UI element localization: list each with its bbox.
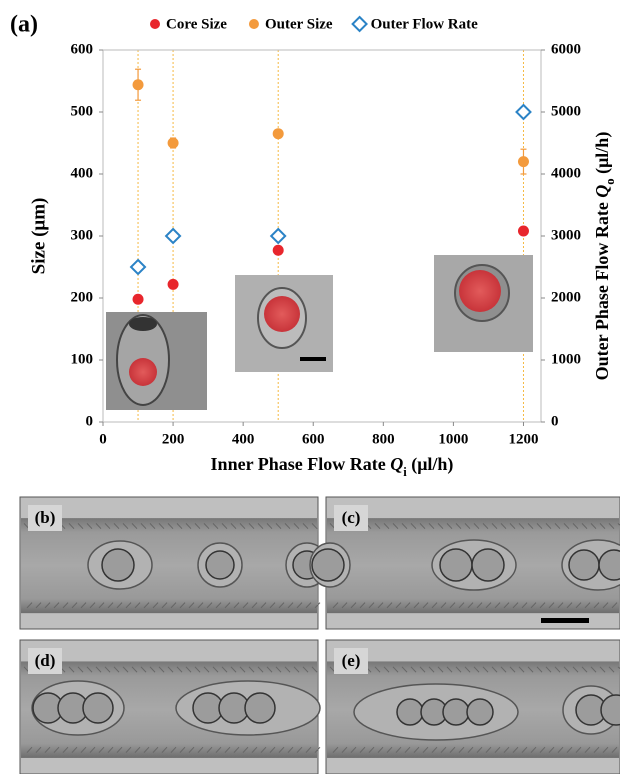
axis-title-part: Inner Phase Flow Rate [211,454,391,474]
x-tick-label: 0 [99,431,107,447]
axis-title-part: (μl/h) [407,454,454,475]
droplet-tip [129,317,157,331]
droplet-core [312,549,344,581]
droplet-core [83,693,113,723]
data-point [133,294,144,305]
legend-label: Outer Size [265,16,333,32]
y-tick-label: 500 [71,103,94,119]
data-point [131,260,145,274]
droplet-core [245,693,275,723]
droplet-core [102,549,134,581]
droplet-core [467,699,493,725]
y-tick-label: 0 [86,413,94,429]
panel-label: (e) [342,651,361,670]
droplet-core [569,550,599,580]
panel-label: (a) [10,12,38,38]
figure: (a) 010020030040050060001000200030004000… [0,0,620,774]
legend-label: Core Size [166,16,227,32]
panel-label: (c) [342,508,361,527]
micrograph: (d) [20,640,320,774]
axis-title-part: (μl/h) [592,132,613,179]
data-point [133,79,144,90]
scale-bar [300,357,326,361]
data-point [168,279,179,290]
y2-tick-label: 2000 [551,289,581,305]
panel-label: (d) [35,651,56,670]
droplet-core [397,699,423,725]
x-tick-label: 1200 [508,431,538,447]
axis-title-part: Outer Phase Flow Rate [592,198,612,381]
y2-tick-label: 0 [551,413,559,429]
x-tick-label: 200 [162,431,185,447]
x-tick-label: 400 [232,431,255,447]
x-tick-label: 800 [372,431,395,447]
core [129,358,157,386]
y-axis-title: Size (μm) [28,198,49,275]
y-tick-label: 300 [71,227,94,243]
data-point [271,229,285,243]
micrograph: (c) [310,497,620,629]
y-tick-label: 400 [71,165,94,181]
legend-marker [353,17,367,31]
micrograph: (e) [326,640,620,774]
data-point [166,229,180,243]
panel-label: (b) [35,508,56,527]
data-point [273,128,284,139]
y2-tick-label: 1000 [551,351,581,367]
scale-bar [541,618,589,623]
droplet-core [472,549,504,581]
x-tick-label: 1000 [438,431,468,447]
data-point [518,226,529,237]
y-tick-label: 200 [71,289,94,305]
x-tick-label: 600 [302,431,325,447]
channel [21,518,317,613]
axis-title-part: Q [592,185,612,198]
y2-axis-title: Outer Phase Flow Rate Qo (μl/h) [592,132,617,381]
y-tick-label: 100 [71,351,94,367]
data-point [516,105,530,119]
data-point [273,245,284,256]
axis-title-part: Q [390,454,403,474]
droplet-core [443,699,469,725]
droplet-core [206,551,234,579]
legend-label: Outer Flow Rate [371,16,479,32]
core [264,296,300,332]
y-tick-label: 600 [71,41,94,57]
inset-images [106,255,533,410]
y2-tick-label: 6000 [551,41,581,57]
legend-marker [150,19,160,29]
data-point [168,138,179,149]
legend-marker [249,19,259,29]
droplet-core [440,549,472,581]
micrograph: (b) [20,497,328,629]
y2-tick-label: 4000 [551,165,581,181]
data-point [518,156,529,167]
y2-tick-label: 5000 [551,103,581,119]
core [459,270,501,312]
y2-tick-label: 3000 [551,227,581,243]
x-axis-title: Inner Phase Flow Rate Qi (μl/h) [211,454,454,479]
